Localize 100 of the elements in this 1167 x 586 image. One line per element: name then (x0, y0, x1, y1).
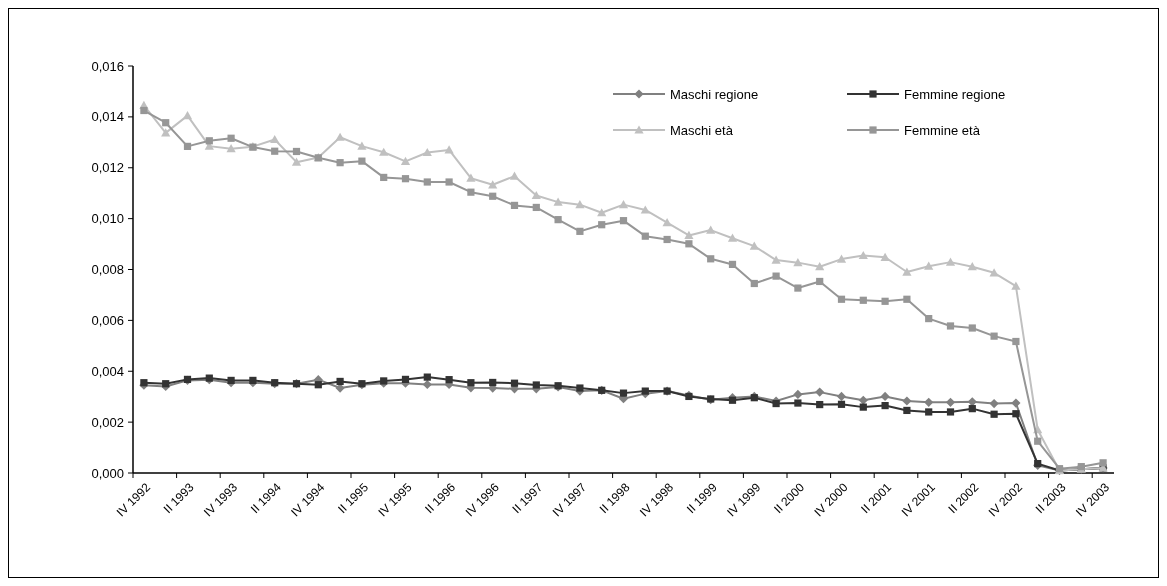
point (336, 159, 344, 167)
point (1011, 281, 1021, 290)
point (641, 232, 649, 240)
point (162, 119, 170, 127)
point (531, 190, 541, 200)
point (924, 397, 934, 407)
point (837, 295, 846, 303)
point (967, 262, 977, 271)
point (554, 216, 562, 224)
point (598, 221, 606, 229)
point (532, 203, 540, 212)
point (576, 384, 584, 392)
point (466, 173, 476, 182)
point (445, 178, 453, 186)
point (685, 240, 693, 248)
point (641, 387, 649, 395)
point (1011, 398, 1021, 408)
point (706, 225, 716, 234)
point (575, 200, 585, 209)
y-tick-label: 0,004 (91, 363, 124, 379)
point (946, 408, 955, 416)
point (510, 379, 519, 387)
point (205, 137, 213, 145)
point (859, 403, 867, 411)
point (618, 200, 629, 209)
point (859, 296, 867, 304)
point (794, 399, 802, 407)
point (902, 396, 912, 406)
point (816, 400, 824, 409)
point (444, 145, 454, 154)
point (423, 178, 431, 186)
point (946, 322, 955, 330)
point (794, 284, 802, 292)
point (990, 332, 998, 340)
point (771, 255, 781, 264)
point (423, 373, 431, 381)
point (400, 156, 411, 165)
point (509, 171, 520, 180)
point (619, 217, 628, 225)
point (335, 132, 345, 141)
point (1099, 459, 1107, 467)
point (989, 398, 999, 409)
point (815, 387, 825, 397)
point (881, 401, 889, 410)
point (881, 297, 889, 305)
point (772, 272, 780, 280)
point (271, 147, 279, 155)
y-tick-label: 0,010 (91, 211, 124, 227)
point (467, 379, 475, 387)
point (924, 261, 934, 270)
point (707, 255, 715, 263)
point (816, 277, 824, 286)
point (358, 157, 366, 165)
point (162, 380, 170, 388)
point (880, 252, 890, 261)
point (990, 410, 998, 418)
point (291, 157, 302, 166)
point (467, 188, 475, 196)
point (749, 241, 759, 250)
point (968, 405, 976, 413)
point (553, 197, 563, 206)
point (532, 381, 540, 389)
legend-label: Maschi regione (670, 86, 759, 102)
point (750, 279, 758, 288)
legend-label: Maschi età (670, 122, 734, 138)
point (1012, 410, 1020, 418)
legend-label: Femmine regione (904, 86, 1006, 102)
point (183, 142, 192, 150)
point (945, 397, 956, 407)
point (510, 201, 519, 209)
point (968, 324, 976, 332)
y-tick-label: 0,014 (91, 109, 124, 125)
point (401, 175, 410, 183)
point (793, 258, 803, 267)
point (684, 230, 694, 240)
y-tick-label: 0,000 (91, 465, 124, 481)
point (161, 128, 171, 137)
point (379, 147, 389, 156)
point (663, 235, 671, 244)
point (445, 376, 453, 384)
point (858, 250, 868, 260)
y-tick-label: 0,008 (91, 262, 124, 278)
point (489, 378, 497, 387)
point (903, 406, 911, 415)
point (270, 134, 280, 144)
point (925, 408, 933, 416)
y-tick-label: 0,006 (91, 312, 124, 328)
point (858, 395, 868, 405)
legend-label: Femmine età (904, 122, 981, 138)
y-tick-label: 0,016 (91, 58, 124, 74)
point (1034, 437, 1042, 445)
point (619, 389, 628, 397)
point (1012, 337, 1020, 346)
point (357, 141, 367, 150)
point (836, 254, 847, 263)
point (727, 233, 738, 242)
point (815, 262, 825, 271)
point (422, 147, 432, 157)
point (314, 381, 322, 389)
point (728, 260, 737, 269)
